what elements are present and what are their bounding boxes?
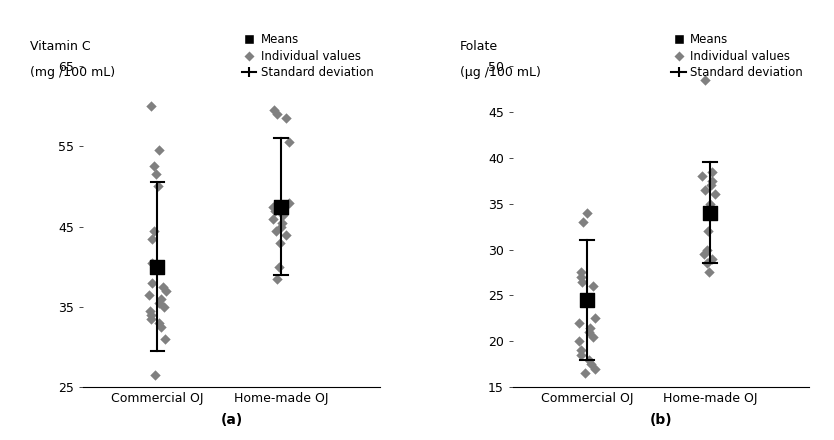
Point [575,274,588,281]
Point [696,172,709,180]
Point [586,333,600,340]
Point [703,200,716,207]
Point [269,227,283,234]
Point [157,303,170,310]
Point [698,76,711,83]
Point [572,319,585,326]
Point [270,275,284,282]
Point [153,319,166,326]
Point [279,115,293,122]
Point [700,260,713,267]
Point [586,283,600,290]
Text: (μg /100 mL): (μg /100 mL) [460,66,540,79]
Point [158,335,172,342]
Point [267,106,280,114]
Point [578,370,591,377]
Point [157,283,170,290]
Point [144,103,158,110]
Point [700,246,713,253]
Point [153,147,166,154]
Point [153,299,166,306]
Point [145,235,158,242]
Point [269,207,282,214]
Point [709,191,722,198]
Point [582,356,595,363]
Point [706,168,719,175]
Point [282,199,295,206]
X-axis label: (a): (a) [220,414,243,427]
Legend: Means, Individual values, Standard deviation: Means, Individual values, Standard devia… [671,33,803,80]
Point [584,361,597,368]
Point [276,219,289,226]
Point [582,329,595,336]
Point [575,269,588,276]
Point [274,239,287,246]
Point [145,259,158,266]
Point [148,372,162,379]
Point [577,219,590,226]
Point [276,211,289,218]
Point [580,209,594,216]
Point [271,110,284,117]
Point [267,203,280,210]
Point [279,231,293,238]
X-axis label: (b): (b) [650,414,672,427]
Point [143,308,157,315]
Point [274,223,288,230]
Point [575,278,589,285]
Point [274,203,288,210]
Point [145,312,158,319]
Point [154,295,168,302]
Point [147,163,160,170]
Point [149,171,163,178]
Point [573,338,586,345]
Point [143,291,156,298]
Text: Folate: Folate [460,40,498,53]
Point [702,269,716,276]
Point [282,139,295,146]
Point [580,297,594,304]
Point [575,352,588,359]
Point [706,177,719,184]
Text: Vitamin C: Vitamin C [30,40,91,53]
Point [584,324,597,331]
Point [146,279,159,286]
Point [698,187,711,194]
Text: (mg /100 mL): (mg /100 mL) [30,66,115,79]
Point [148,227,161,234]
Point [155,323,168,330]
Point [159,287,173,294]
Point [145,315,158,323]
Point [272,263,285,270]
Point [151,263,164,270]
Point [266,215,279,222]
Point [706,255,719,262]
Legend: Means, Individual values, Standard deviation: Means, Individual values, Standard devia… [242,33,374,80]
Point [704,182,717,189]
Point [151,183,164,190]
Point [704,209,717,216]
Point [588,365,601,372]
Point [697,251,711,258]
Point [575,347,588,354]
Point [588,315,601,322]
Point [701,227,715,235]
